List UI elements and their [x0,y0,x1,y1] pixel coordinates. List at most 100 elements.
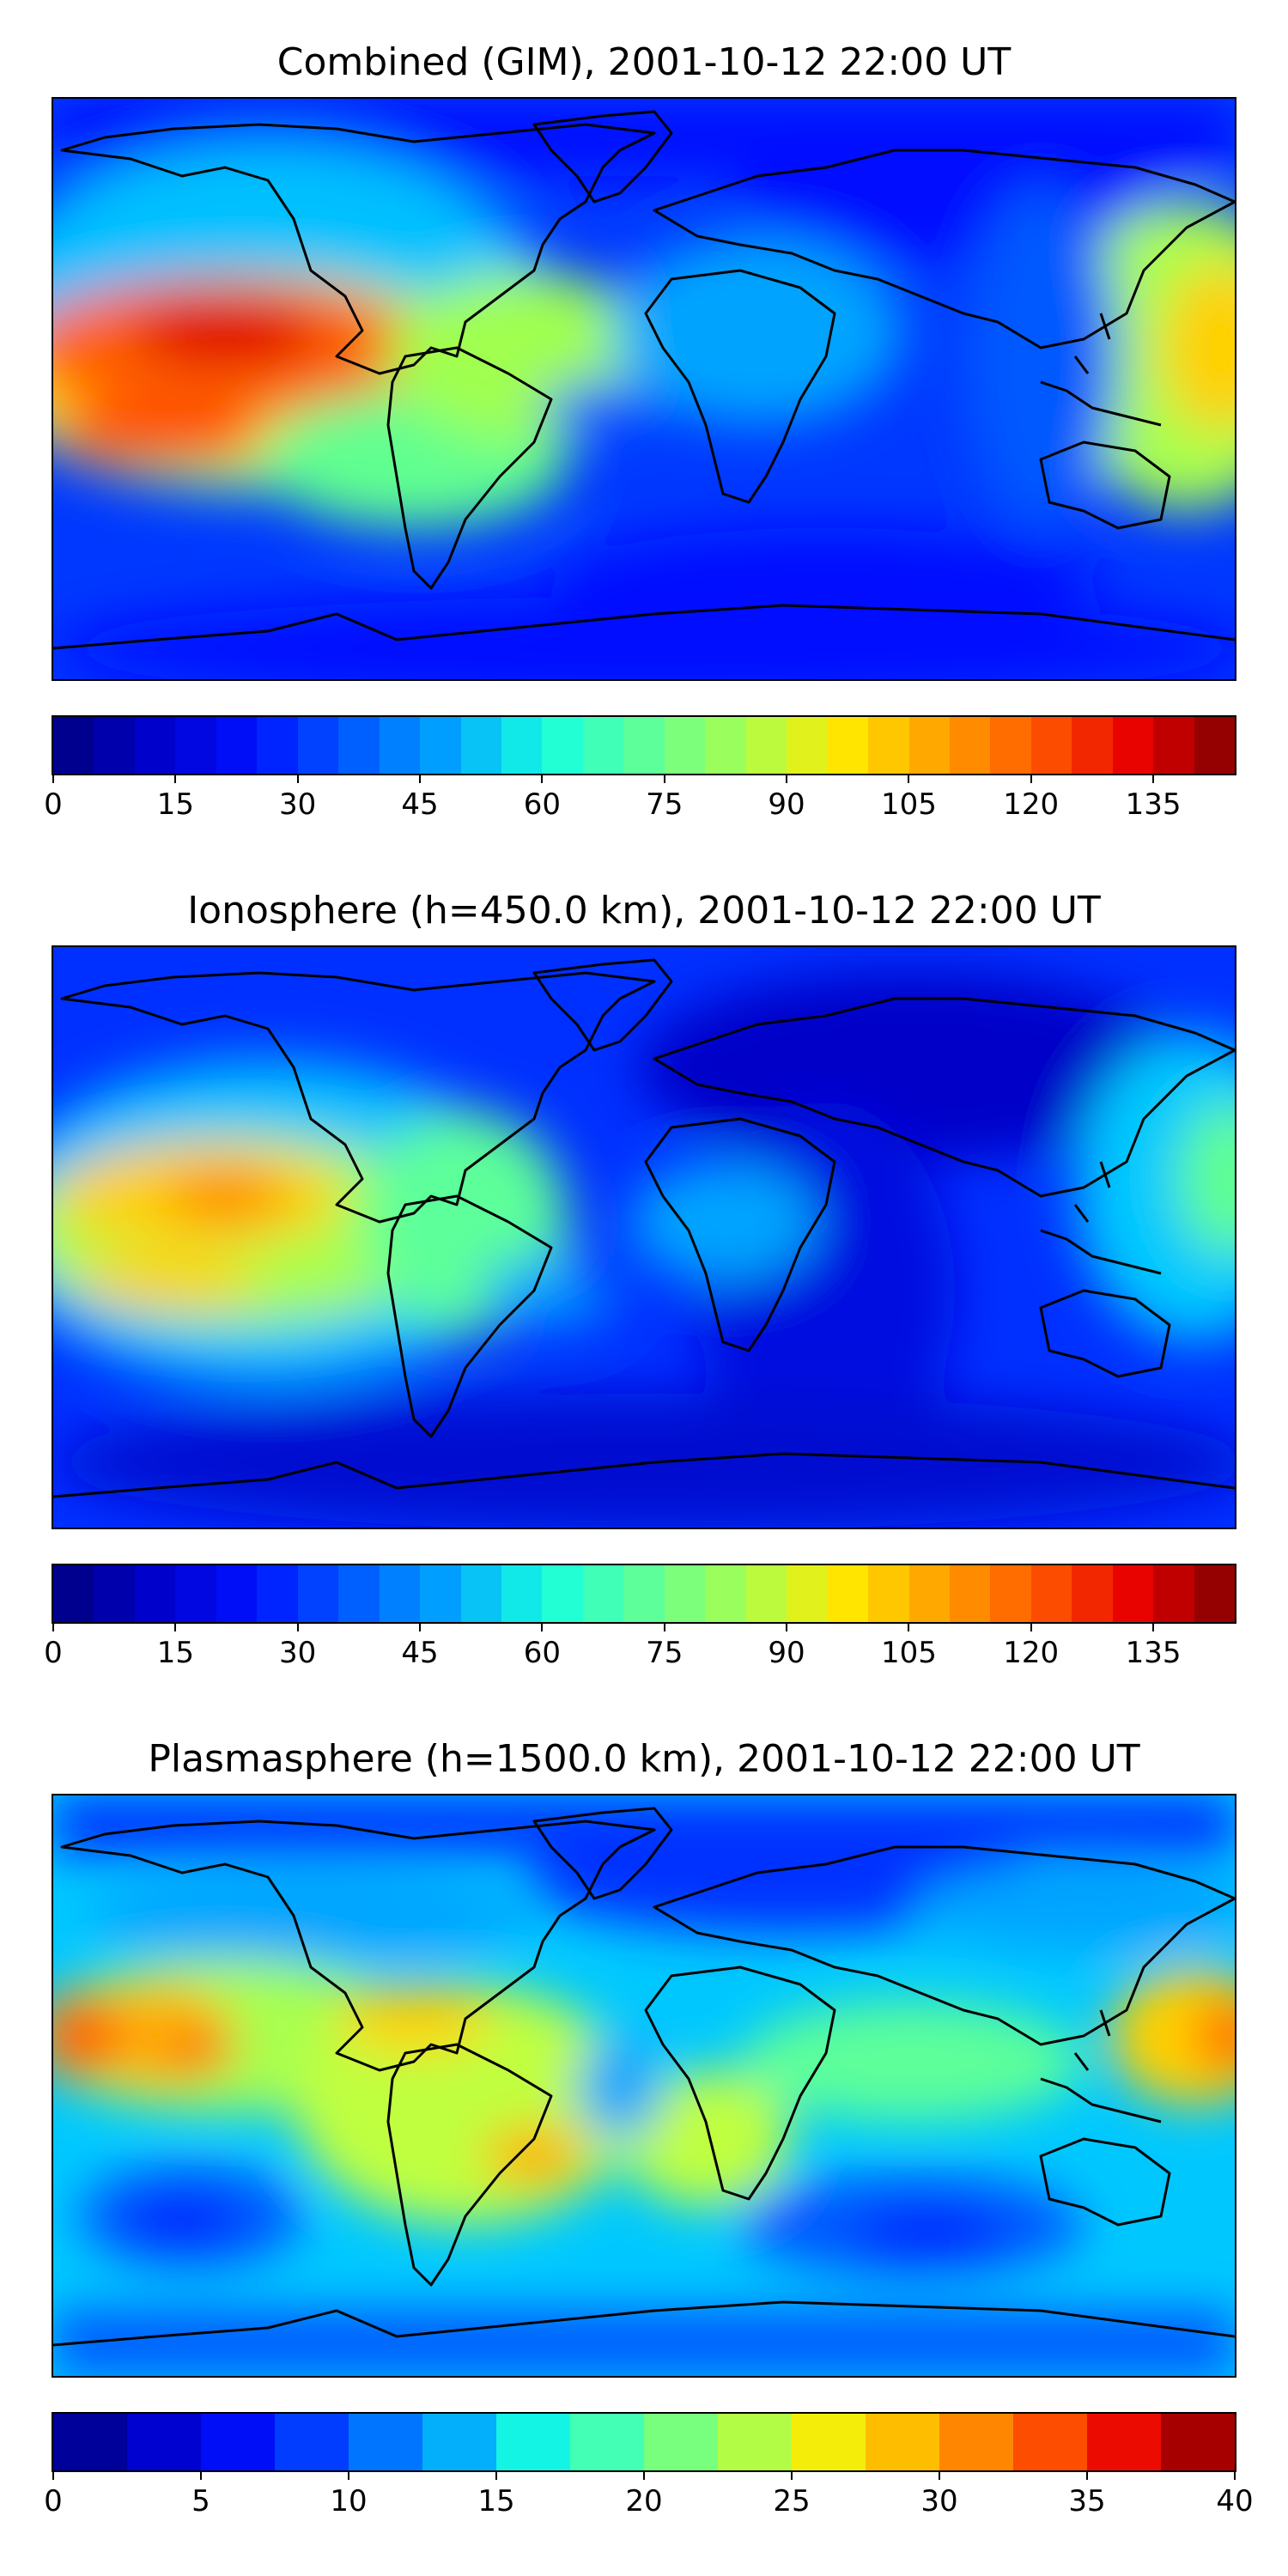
colorbar-tick-label: 45 [401,1636,439,1670]
colorbar-swatch [94,717,135,774]
panel-title-ionosphere: Ionosphere (h=450.0 km), 2001-10-12 22:0… [187,889,1101,933]
colorbar-swatch [1013,2414,1087,2470]
colorbar-swatch [949,717,991,774]
colorbar-tick-label: 30 [279,1636,317,1670]
map-ionosphere [52,945,1236,1529]
colorbar-ticks-combined: 0 15 30 45 60 75 90 105 120 135 [44,775,1236,822]
colorbar-swatch [275,2414,349,2470]
colorbar-swatch [787,717,828,774]
colorbar-tick-label: 0 [44,1636,63,1670]
colorbar-swatch [420,717,461,774]
colorbar-tick [419,1624,422,1631]
colorbar-swatch [175,717,216,774]
colorbar-swatch [582,1565,624,1622]
colorbar-swatch [792,2414,866,2470]
colorbar-tick [1152,1624,1155,1631]
colorbar-ionosphere [52,1564,1236,1624]
colorbar-tick [908,775,910,783]
colorbar-tick [52,2472,54,2480]
colorbar-swatch [257,1565,298,1622]
colorbar-tick-label: 75 [646,1636,683,1670]
colorbar-tick-label: 120 [1003,787,1060,822]
colorbar-swatch [422,2414,496,2470]
colorbar-combined [52,715,1236,775]
colorbar-swatch [623,1565,665,1622]
colorbar-swatch [134,1565,176,1622]
colorbar-tick [52,775,54,783]
colorbar-tick-label: 45 [401,787,439,822]
colorbar-tick [786,1624,788,1631]
colorbar-swatch [664,1565,706,1622]
colorbar-tick-label: 75 [646,787,683,822]
colorbar-swatch [53,2414,127,2470]
colorbar-tick-label: 30 [920,2484,958,2518]
colorbar-swatch [297,717,339,774]
colorbar-swatch [908,1565,950,1622]
colorbar-tick [643,2472,645,2480]
colorbar-tick [939,2472,940,2480]
colorbar-tick-label: 0 [44,2484,63,2518]
colorbar-swatch [127,2414,201,2470]
colorbar-tick [1234,2472,1236,2480]
colorbar-tick [495,2472,497,2480]
colorbar-swatch [705,1565,746,1622]
colorbar-swatch [1153,717,1194,774]
colorbar-swatch [53,717,94,774]
colorbar-swatch [570,2414,644,2470]
colorbar-tick-label: 35 [1068,2484,1106,2518]
colorbar-tick-label: 90 [768,1636,805,1670]
colorbar-swatch [1153,1565,1194,1622]
colorbar-swatch [1112,1565,1154,1622]
colorbar-tick [1152,775,1155,783]
colorbar-swatch [460,1565,501,1622]
colorbar-swatch [379,1565,421,1622]
colorbar-tick-label: 10 [330,2484,368,2518]
colorbar-tick-label: 105 [880,1636,937,1670]
colorbar-tick-label: 30 [279,787,317,822]
colorbar-swatch [338,1565,380,1622]
colorbar-tick [174,775,177,783]
colorbar-swatch [644,2414,718,2470]
colorbar-swatch [990,717,1031,774]
colorbar-tick-label: 15 [156,1636,194,1670]
colorbar-swatch [582,717,624,774]
colorbar-swatch [623,717,665,774]
colorbar-swatch [1194,1565,1236,1622]
colorbar-swatch [201,2414,275,2470]
colorbar-swatch [866,2414,939,2470]
colorbar-tick-label: 135 [1125,1636,1182,1670]
colorbar-tick [419,775,422,783]
colorbar-swatch [1087,2414,1161,2470]
colorbar-tick-label: 15 [156,787,194,822]
colorbar-swatch [949,1565,991,1622]
colorbar-swatch [705,717,746,774]
colorbar-swatch [94,1565,135,1622]
map-plasmasphere [52,1794,1236,2378]
colorbar-swatch [460,717,501,774]
colorbar-swatch [134,717,176,774]
colorbar-swatch [745,1565,787,1622]
colorbar-swatch [501,1565,543,1622]
colorbar-tick-label: 90 [768,787,805,822]
colorbar-swatch [53,1565,94,1622]
colorbar-tick [52,1624,54,1631]
colorbar-tick [791,2472,793,2480]
colorbar-tick [663,1624,665,1631]
colorbar-swatch [496,2414,570,2470]
colorbar-tick-label: 5 [191,2484,210,2518]
tec-map-ionosphere [53,947,1235,1528]
colorbar-swatch [349,2414,422,2470]
colorbar-swatch [868,717,909,774]
colorbar-tick-label: 20 [625,2484,663,2518]
tec-map-combined [53,99,1235,679]
colorbar-swatch [542,1565,583,1622]
map-combined [52,97,1236,681]
colorbar-tick [541,1624,544,1631]
colorbar-ticks-plasmasphere: 0 5 10 15 20 25 30 35 40 [44,2472,1254,2518]
colorbar-tick-label: 60 [523,1636,562,1670]
colorbar-tick-label: 60 [523,787,562,822]
colorbar-swatch [338,717,380,774]
colorbar-swatch [1030,717,1072,774]
colorbar-tick [1030,1624,1032,1631]
colorbar-swatch [1194,717,1236,774]
